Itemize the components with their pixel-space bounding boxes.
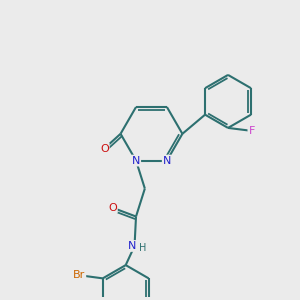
Text: F: F bbox=[248, 126, 255, 136]
Text: Br: Br bbox=[73, 270, 85, 280]
Text: N: N bbox=[132, 156, 140, 166]
Text: N: N bbox=[128, 241, 136, 251]
Text: N: N bbox=[163, 156, 171, 166]
Text: O: O bbox=[108, 203, 117, 213]
Text: O: O bbox=[100, 143, 109, 154]
Text: H: H bbox=[139, 243, 146, 253]
